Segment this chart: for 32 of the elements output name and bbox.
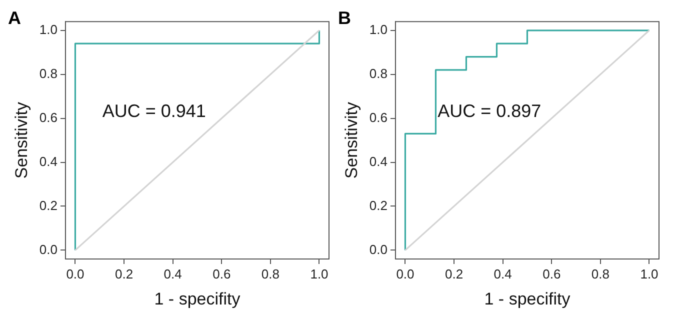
- x-tick-label: 0.8: [261, 266, 280, 282]
- x-axis-title: 1 - specifity: [484, 289, 571, 308]
- y-tick-label: 0.8: [369, 66, 388, 81]
- y-tick-label: 0.6: [39, 110, 58, 125]
- x-tick-label: 0.0: [396, 266, 414, 282]
- chart-title: A: [8, 8, 21, 28]
- x-tick-label: 0.4: [494, 266, 512, 282]
- x-tick-label: 1.0: [310, 266, 328, 282]
- y-tick-label: 1.0: [39, 22, 58, 37]
- y-tick-label: 0.0: [39, 242, 58, 257]
- x-tick-label: 0.2: [444, 266, 464, 282]
- y-tick-label: 1.0: [369, 22, 388, 37]
- x-tick-label: 0.4: [164, 266, 182, 282]
- chart-title: B: [338, 8, 351, 28]
- x-tick-label: 0.6: [212, 266, 231, 282]
- y-tick-label: 0.2: [39, 198, 58, 213]
- x-tick-label: 0.6: [542, 266, 561, 282]
- x-tick-label: 0.2: [114, 266, 134, 282]
- annotation: AUC = 0.941: [102, 100, 206, 121]
- y-tick-label: 0.6: [369, 110, 388, 125]
- y-axis-title: Sensitivity: [342, 102, 361, 179]
- y-tick-label: 0.8: [39, 66, 58, 81]
- x-tick-label: 0.8: [591, 266, 610, 282]
- y-tick-label: 0.2: [369, 198, 388, 213]
- y-tick-label: 0.4: [369, 154, 388, 169]
- y-tick-label: 0.4: [39, 154, 58, 169]
- y-axis-title: Sensitivity: [12, 102, 31, 179]
- y-tick-label: 0.0: [369, 242, 388, 257]
- x-axis-title: 1 - specifity: [154, 289, 241, 308]
- x-tick-label: 1.0: [640, 266, 658, 282]
- annotation: AUC = 0.897: [438, 100, 542, 121]
- x-tick-label: 0.0: [66, 266, 84, 282]
